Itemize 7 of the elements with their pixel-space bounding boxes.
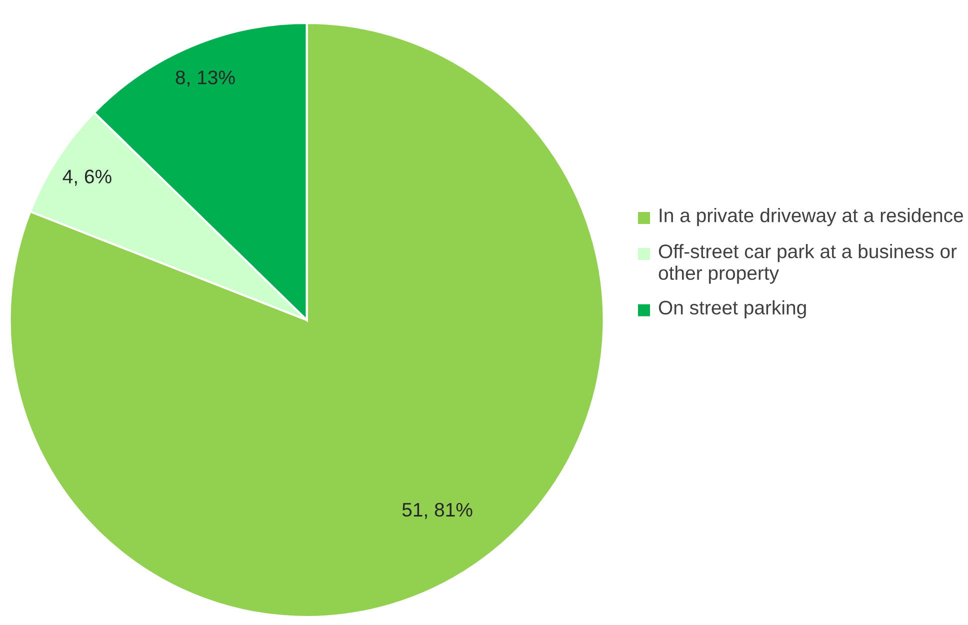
legend-label: On street parking	[658, 300, 806, 318]
legend-label: In a private driveway at a residence	[660, 208, 964, 226]
data-label: 4, 6%	[62, 170, 112, 186]
data-label: 8, 13%	[176, 70, 235, 87]
pie-slice	[8, 22, 605, 618]
legend-label: Off-street car park at a business or other property	[658, 244, 957, 284]
data-label: 51, 81%	[402, 502, 472, 519]
